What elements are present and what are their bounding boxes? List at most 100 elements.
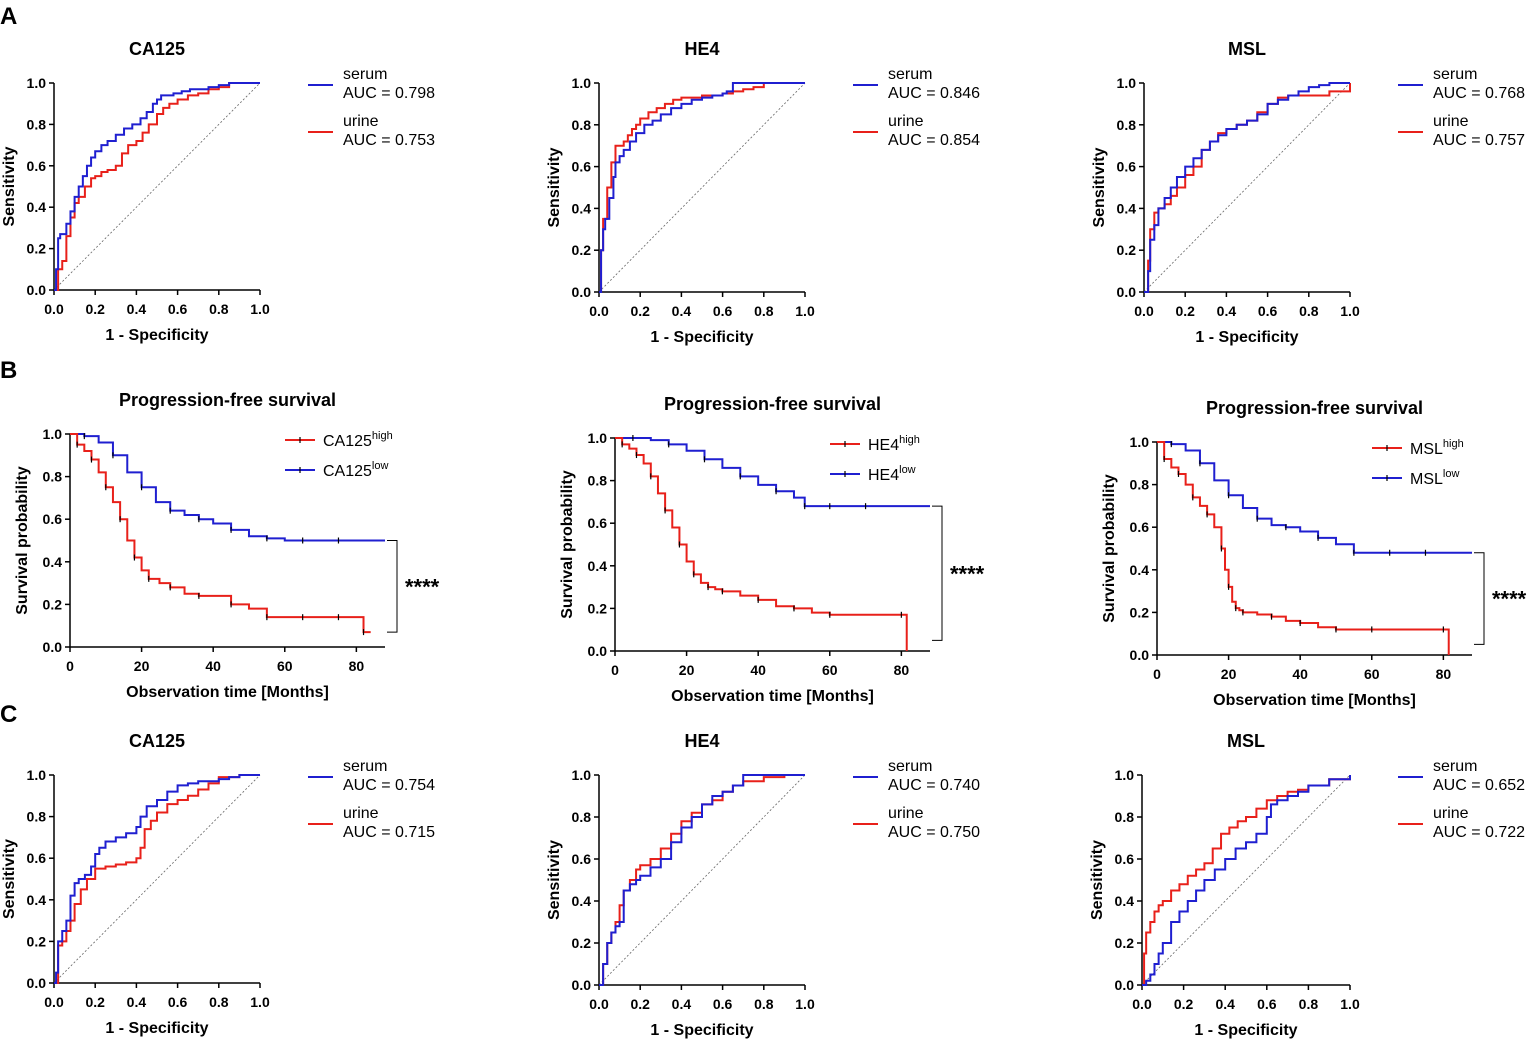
legend-label-serum: serum — [888, 66, 932, 83]
chart-title: Progression-free survival — [664, 394, 881, 414]
y-tick-label: 0.0 — [588, 643, 608, 659]
significance-stars: **** — [950, 561, 985, 586]
y-axis-title: Sensitivity — [1, 839, 18, 919]
legend-auc-serum: AUC = 0.652 — [1433, 777, 1525, 794]
y-tick-label: 1.0 — [43, 426, 63, 442]
x-tick-label: 40 — [1292, 666, 1308, 682]
y-tick-label: 0.4 — [572, 200, 592, 216]
x-axis-title: 1 - Specificity — [650, 329, 753, 346]
x-tick-label: 0.2 — [85, 994, 105, 1010]
chart-b1: Progression-free survival 0.0 0.2 0.4 0.6 0.8… — [14, 390, 440, 701]
chart-c3: MSL 0.0 0.2 0.4 0.6 0.8 1.0 0.0 0.2 0.4 0.6 0.8 1.0 1… — [1089, 731, 1525, 1039]
y-tick-label: 0.6 — [1117, 159, 1137, 175]
x-tick-label: 0.0 — [44, 994, 64, 1010]
significance-stars: **** — [1492, 587, 1527, 612]
x-tick-label: 1.0 — [250, 994, 270, 1010]
legend-auc-urine: AUC = 0.750 — [888, 824, 980, 841]
y-tick-label: 1.0 — [1130, 434, 1150, 450]
series-line-serum — [599, 82, 805, 293]
y-tick-label: 0.6 — [1115, 851, 1135, 867]
x-tick-label: 0.8 — [209, 301, 229, 317]
y-tick-label: 0.2 — [27, 241, 47, 257]
chart-c2: HE4 0.0 0.2 0.4 0.6 0.8 1.0 0.0 0.2 0.4 0.6 0.8 1.0 1… — [546, 731, 980, 1039]
x-tick-label: 0.2 — [1175, 303, 1195, 319]
series-line-ca125-high — [70, 433, 371, 634]
x-tick-label: 0.0 — [1134, 303, 1154, 319]
x-tick-label: 0.8 — [1299, 303, 1319, 319]
chart-title: MSL — [1228, 39, 1266, 59]
chart-a3: MSL 0.0 0.2 0.4 0.6 0.8 1.0 0.0 0.2 0.4 0.6 0.8 1.0 1… — [1091, 39, 1525, 346]
x-tick-label: 1.0 — [1340, 996, 1360, 1012]
y-tick-label: 0.2 — [43, 596, 63, 612]
x-tick-label: 60 — [822, 662, 838, 678]
y-tick-label: 1.0 — [572, 767, 592, 783]
y-tick-label: 1.0 — [588, 430, 608, 446]
legend-auc-urine: AUC = 0.854 — [888, 132, 980, 149]
series-line-serum — [54, 82, 260, 291]
panel-letter-a: A — [0, 3, 17, 30]
x-tick-label: 0.0 — [589, 996, 609, 1012]
legend-superscript: high — [1443, 438, 1464, 450]
series-line-msl-high — [1157, 441, 1450, 655]
chart-b2: Progression-free survival 0.0 0.2 0.4 0.6 0.8… — [559, 394, 985, 705]
reference-diagonal — [1141, 774, 1351, 986]
y-tick-label: 0.4 — [588, 558, 608, 574]
y-tick-label: 0.6 — [572, 851, 592, 867]
x-tick-label: 0.4 — [672, 303, 692, 319]
x-tick-label: 0 — [611, 662, 619, 678]
x-tick-label: 0.6 — [1257, 996, 1277, 1012]
reference-diagonal — [598, 774, 806, 986]
x-tick-label: 0 — [1153, 666, 1161, 682]
series-line-ca125-low — [70, 433, 385, 542]
x-axis-title: Observation time [Months] — [1213, 692, 1416, 709]
series-line-serum — [1144, 82, 1350, 293]
x-tick-label: 0.2 — [85, 301, 105, 317]
x-axis-title: 1 - Specificity — [105, 1020, 208, 1037]
y-tick-label: 0.6 — [43, 511, 63, 527]
y-axis-title: Sensitivity — [1, 146, 18, 226]
y-tick-label: 0.4 — [1117, 200, 1137, 216]
y-tick-label: 0.2 — [1115, 935, 1135, 951]
x-tick-label: 0.4 — [672, 996, 692, 1012]
x-tick-label: 0.2 — [630, 303, 650, 319]
legend-auc-urine: AUC = 0.715 — [343, 824, 435, 841]
y-tick-label: 0.6 — [1130, 519, 1150, 535]
x-tick-label: 0.0 — [1132, 996, 1152, 1012]
x-tick-label: 0.8 — [1299, 996, 1319, 1012]
reference-diagonal — [1143, 82, 1351, 293]
x-tick-label: 0.6 — [713, 303, 733, 319]
legend-label-low: CA125low — [323, 460, 388, 480]
x-tick-label: 20 — [1221, 666, 1237, 682]
x-tick-label: 1.0 — [795, 303, 815, 319]
chart-c1: CA125 0.0 0.2 0.4 0.6 0.8 1.0 0.0 0.2 0.4 0.6 0.8 1.… — [1, 731, 435, 1037]
legend-label-urine: urine — [1433, 113, 1469, 130]
x-tick-label: 40 — [750, 662, 766, 678]
legend-superscript: low — [899, 464, 916, 476]
series-line-urine — [54, 82, 260, 291]
significance-bracket — [1474, 552, 1485, 645]
y-tick-label: 0.2 — [1130, 604, 1150, 620]
legend-superscript: high — [372, 430, 393, 442]
y-tick-label: 0.4 — [1130, 562, 1150, 578]
y-tick-label: 0.6 — [27, 158, 47, 174]
y-tick-label: 0.0 — [1117, 284, 1137, 300]
chart-title: MSL — [1227, 731, 1265, 751]
chart-title: CA125 — [129, 731, 185, 751]
chart-title: Progression-free survival — [1206, 398, 1423, 418]
x-tick-label: 0.6 — [1258, 303, 1278, 319]
x-tick-label: 0.8 — [209, 994, 229, 1010]
y-tick-label: 0.8 — [27, 116, 47, 132]
x-axis-title: Observation time [Months] — [126, 684, 329, 701]
y-tick-label: 0.4 — [27, 199, 47, 215]
legend-label-urine: urine — [343, 805, 379, 822]
y-tick-label: 1.0 — [27, 767, 47, 783]
y-tick-label: 0.0 — [572, 977, 592, 993]
legend-superscript: low — [372, 460, 389, 472]
x-tick-label: 0.4 — [127, 301, 147, 317]
legend-label-serum: serum — [343, 66, 387, 83]
y-tick-label: 0.8 — [1117, 117, 1137, 133]
x-tick-label: 80 — [894, 662, 910, 678]
y-tick-label: 0.6 — [572, 159, 592, 175]
chart-a2: HE4 0.0 0.2 0.4 0.6 0.8 1.0 0.0 0.2 0.4 0.6 0.8 1.0 1… — [546, 39, 980, 346]
x-tick-label: 0 — [66, 658, 74, 674]
